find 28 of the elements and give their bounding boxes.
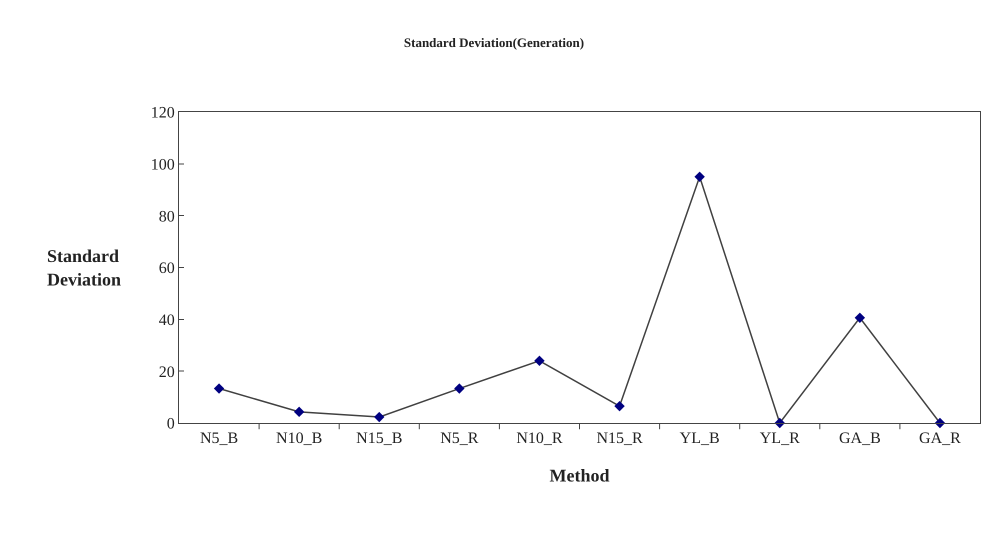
x-tick-label: N5_R bbox=[440, 430, 479, 448]
x-tick-label: N10_B bbox=[276, 430, 322, 448]
x-tick-label: N5_B bbox=[200, 430, 238, 448]
x-axis-title: Method bbox=[550, 465, 610, 486]
y-tick-label: 80 bbox=[158, 208, 175, 226]
point bbox=[294, 406, 304, 418]
point bbox=[374, 412, 384, 422]
point bbox=[694, 172, 705, 182]
point bbox=[534, 356, 545, 366]
point bbox=[614, 400, 625, 412]
x-tick-label: N10_R bbox=[516, 430, 563, 448]
x-tick-label: YL_R bbox=[760, 430, 800, 448]
y-axis-title: Standard Deviation bbox=[47, 246, 121, 290]
x-tick-label: N15_B bbox=[356, 430, 402, 448]
x-tick-label: GA_B bbox=[838, 430, 881, 448]
y-tick-label: 20 bbox=[158, 364, 175, 381]
point bbox=[454, 383, 465, 394]
y-tick-label: 0 bbox=[166, 416, 175, 433]
y-tick-label: 60 bbox=[158, 260, 175, 278]
point bbox=[854, 312, 866, 323]
x-tick-label: YL_B bbox=[680, 430, 720, 448]
chart-title: Standard Deviation(Generation) bbox=[404, 34, 584, 50]
y-tick-label: 120 bbox=[150, 104, 175, 122]
x-tick-label: N15_R bbox=[596, 430, 643, 448]
x-tick-label: GA_R bbox=[919, 430, 962, 448]
y-tick-label: 40 bbox=[158, 312, 175, 329]
y-tick-label: 100 bbox=[150, 156, 175, 174]
point bbox=[214, 383, 224, 394]
